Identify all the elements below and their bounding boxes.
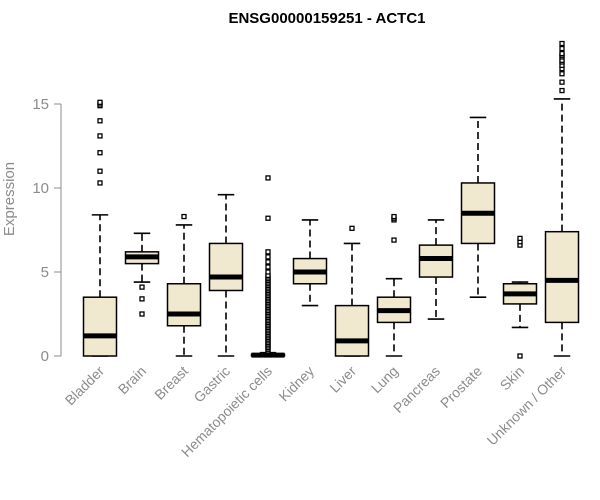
- box-prostate: [460, 116, 496, 299]
- outlier-point: [139, 284, 145, 290]
- iqr-box: [166, 283, 202, 327]
- outlier-point: [265, 249, 271, 255]
- box-brain: [124, 232, 160, 317]
- outlier-point: [265, 254, 271, 260]
- outlier-point: [265, 269, 271, 275]
- y-tick-label: 10: [32, 180, 49, 197]
- box-kidney: [292, 219, 328, 307]
- outlier-point: [97, 118, 103, 124]
- x-tick-label: Lung: [368, 363, 401, 396]
- outlier-point: [517, 353, 523, 359]
- x-tick-label: Kidney: [276, 363, 318, 405]
- box-skin: [502, 235, 538, 359]
- iqr-box: [82, 296, 118, 357]
- chart-title: ENSG00000159251 - ACTC1: [228, 10, 425, 27]
- iqr-box: [418, 244, 454, 278]
- outlier-point: [391, 237, 397, 243]
- box-unknown-other: [544, 40, 580, 357]
- outlier-point: [265, 259, 271, 265]
- iqr-box: [544, 230, 580, 324]
- box-lung: [376, 213, 412, 357]
- outlier-point: [559, 40, 565, 47]
- outlier-point: [559, 50, 565, 57]
- outlier-point: [349, 225, 355, 231]
- box-breast: [166, 213, 202, 357]
- outlier-point: [97, 99, 103, 105]
- outlier-point: [181, 213, 187, 220]
- outlier-point: [391, 213, 397, 220]
- boxes-group: [82, 40, 580, 359]
- box-liver: [334, 225, 370, 357]
- x-tick-label: Skin: [497, 363, 528, 394]
- outlier-point: [97, 180, 103, 186]
- x-tick-label: Prostate: [437, 363, 485, 411]
- x-tick-label: Unknown / Other: [484, 363, 570, 449]
- x-tick-label: Breast: [151, 363, 191, 403]
- box-pancreas: [418, 219, 454, 320]
- x-tick-label: Bladder: [62, 363, 108, 409]
- outlier-point: [559, 45, 565, 52]
- box-bladder: [82, 99, 118, 357]
- outlier-point: [139, 311, 145, 317]
- y-tick-label: 15: [32, 96, 49, 113]
- y-axis: 0 5 10 15: [32, 96, 62, 365]
- x-tick-label: Pancreas: [390, 363, 443, 416]
- iqr-box: [208, 242, 244, 292]
- x-tick-label: Liver: [326, 363, 359, 396]
- outlier-point: [97, 150, 103, 156]
- x-tick-label: Brain: [115, 363, 149, 397]
- box-gastric: [208, 193, 244, 357]
- outlier-point: [97, 168, 103, 174]
- y-tick-label: 0: [41, 348, 49, 365]
- box-hematopoietic-cells: [250, 175, 286, 358]
- outlier-point: [265, 264, 271, 270]
- outlier-point: [559, 79, 565, 85]
- outlier-point: [139, 296, 145, 302]
- y-tick-label: 5: [41, 264, 49, 281]
- y-axis-label: Expression: [1, 162, 18, 236]
- outlier-point: [97, 133, 103, 139]
- outlier-point: [559, 71, 565, 77]
- iqr-box: [334, 304, 370, 357]
- outlier-point: [559, 87, 565, 94]
- outlier-point: [517, 235, 523, 242]
- outlier-point: [265, 175, 271, 181]
- outlier-point: [265, 215, 271, 221]
